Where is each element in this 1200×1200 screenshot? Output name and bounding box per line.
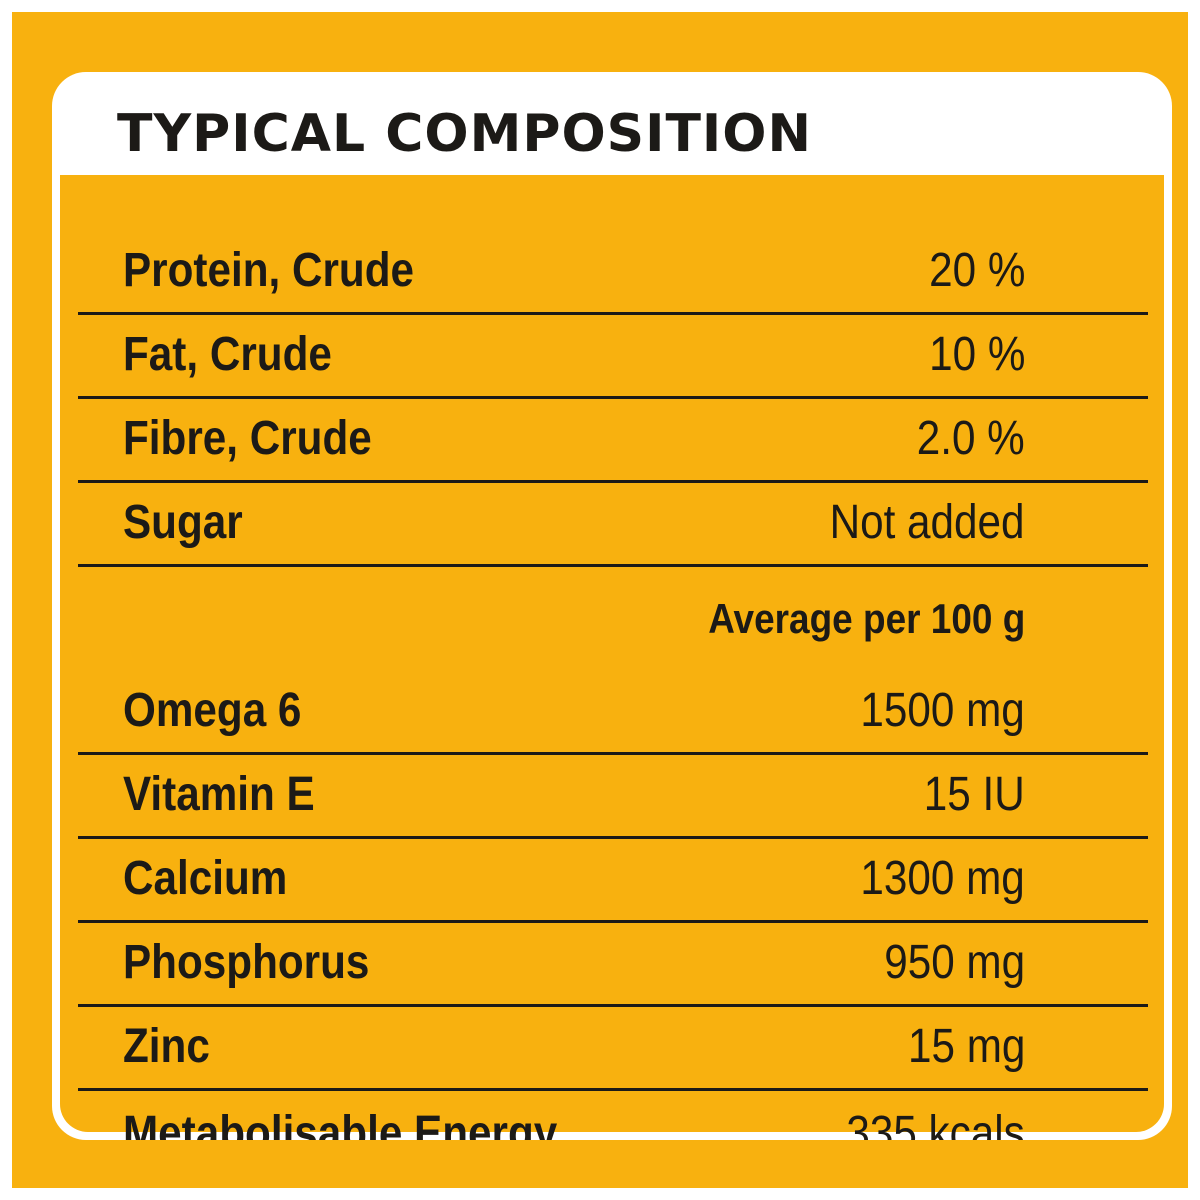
page-title: TYPICAL COMPOSITION: [117, 104, 812, 164]
row-value: Not added: [830, 496, 1025, 549]
row-value: 15 IU: [924, 768, 1025, 821]
row-value: 335 kcals: [846, 1107, 1025, 1140]
row-label: Metabolisable Energy: [123, 1107, 558, 1140]
row-value: 1500 mg: [860, 684, 1025, 737]
table-subheader-row: Average per 100 g: [78, 567, 1148, 657]
table-row-vitamin-e: Vitamin E 15 IU: [78, 755, 1148, 839]
row-label: Fibre, Crude: [123, 412, 372, 465]
subheader-label: Average per 100 g: [707, 595, 1025, 642]
row-value: 15 mg: [907, 1020, 1025, 1073]
table-row-protein: Protein, Crude 20 %: [78, 175, 1148, 315]
yellow-background: TYPICAL COMPOSITION Protein, Crude 20 % …: [12, 12, 1188, 1188]
table-row-omega6: Omega 6 1500 mg: [78, 657, 1148, 755]
row-value: 1300 mg: [860, 852, 1025, 905]
row-label: Calcium: [123, 852, 288, 905]
row-label: Fat, Crude: [123, 328, 332, 381]
row-label: Zinc: [123, 1020, 210, 1073]
row-label: Vitamin E: [123, 768, 315, 821]
row-label: Protein, Crude: [123, 244, 415, 297]
row-label: Phosphorus: [123, 936, 370, 989]
table-row-phosphorus: Phosphorus 950 mg: [78, 923, 1148, 1007]
row-value: 950 mg: [884, 936, 1025, 989]
table-row-energy: Metabolisable Energy 335 kcals: [78, 1091, 1148, 1140]
row-label: Omega 6: [123, 684, 302, 737]
table-row-fibre: Fibre, Crude 2.0 %: [78, 399, 1148, 483]
table-row-fat: Fat, Crude 10 %: [78, 315, 1148, 399]
table-row-sugar: Sugar Not added: [78, 483, 1148, 567]
row-value: 2.0 %: [916, 412, 1025, 465]
table-row-zinc: Zinc 15 mg: [78, 1007, 1148, 1091]
row-value: 10 %: [928, 328, 1025, 381]
row-label: Sugar: [123, 496, 243, 549]
composition-card: TYPICAL COMPOSITION Protein, Crude 20 % …: [52, 72, 1172, 1140]
composition-table: Protein, Crude 20 % Fat, Crude 10 % Fibr…: [60, 175, 1164, 1140]
table-row-calcium: Calcium 1300 mg: [78, 839, 1148, 923]
row-value: 20 %: [928, 244, 1025, 297]
